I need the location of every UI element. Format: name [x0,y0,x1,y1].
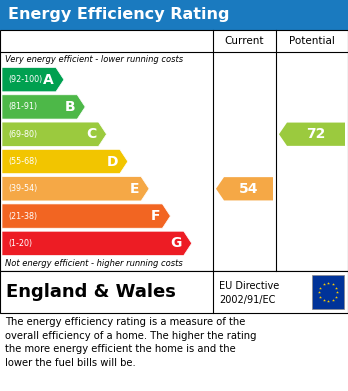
Text: Very energy efficient - lower running costs: Very energy efficient - lower running co… [5,54,183,63]
Bar [0,0,348,30]
Text: England & Wales: England & Wales [6,283,176,301]
Bar [0,30,348,271]
Bar [312,275,344,309]
Text: The energy efficiency rating is a measure of the
overall efficiency of a home. T: The energy efficiency rating is a measur… [5,317,256,368]
Text: (69-80): (69-80) [8,130,37,139]
Text: G: G [170,236,182,250]
Text: C: C [86,127,96,141]
Text: (21-38): (21-38) [8,212,37,221]
Text: F: F [151,209,160,223]
Text: D: D [106,154,118,169]
Polygon shape [2,68,64,92]
Text: (92-100): (92-100) [8,75,42,84]
Polygon shape [279,122,345,146]
Text: 2002/91/EC: 2002/91/EC [219,294,275,305]
Polygon shape [2,149,128,174]
Text: 54: 54 [239,182,258,196]
Polygon shape [2,177,149,201]
Polygon shape [2,122,106,146]
Text: (55-68): (55-68) [8,157,37,166]
Text: Current: Current [225,36,264,46]
Text: Not energy efficient - higher running costs: Not energy efficient - higher running co… [5,260,183,269]
Text: 72: 72 [306,127,326,141]
Polygon shape [2,231,192,255]
Text: (39-54): (39-54) [8,184,37,193]
Text: EU Directive: EU Directive [219,281,279,291]
Text: (1-20): (1-20) [8,239,32,248]
Text: E: E [129,182,139,196]
Text: B: B [65,100,75,114]
Polygon shape [2,204,171,228]
Polygon shape [2,95,85,119]
Text: (81-91): (81-91) [8,102,37,111]
Text: A: A [43,73,54,87]
Text: Energy Efficiency Rating: Energy Efficiency Rating [8,7,229,23]
Polygon shape [216,177,273,201]
Bar [0,271,348,313]
Text: Potential: Potential [289,36,335,46]
